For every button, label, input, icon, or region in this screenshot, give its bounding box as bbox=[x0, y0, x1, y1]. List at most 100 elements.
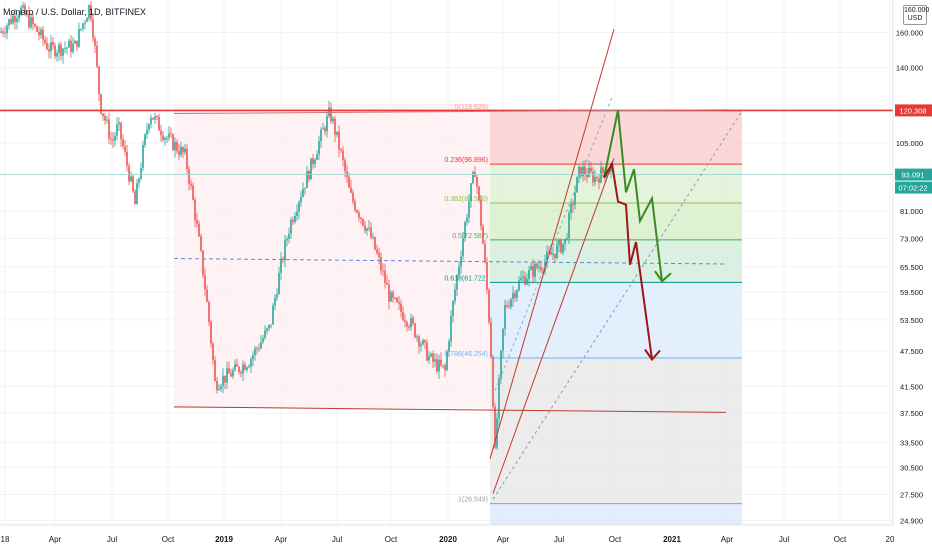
price-tick-2: 105.000 bbox=[896, 139, 923, 148]
candle-body bbox=[478, 186, 480, 200]
price-tick-0: 160.000 bbox=[896, 29, 923, 38]
candle-body bbox=[600, 167, 602, 183]
candle-body bbox=[198, 223, 200, 237]
price-tick-11: 33.500 bbox=[900, 439, 923, 448]
candle-body bbox=[130, 176, 132, 182]
price-tick-12: 30.500 bbox=[900, 463, 923, 472]
candle-body bbox=[316, 154, 318, 160]
candle-body bbox=[388, 284, 390, 302]
candle-body bbox=[330, 107, 332, 122]
candle-body bbox=[44, 39, 46, 44]
candle-body bbox=[172, 134, 174, 151]
candle-body bbox=[60, 44, 62, 56]
projection-arrows bbox=[603, 109, 672, 362]
candle-body bbox=[476, 177, 478, 187]
candle-body bbox=[464, 222, 466, 239]
time-tick-15: Oct bbox=[834, 535, 847, 544]
time-tick-11: Oct bbox=[609, 535, 622, 544]
candle-body bbox=[312, 158, 314, 165]
candle-body bbox=[434, 359, 436, 362]
candle-body bbox=[596, 176, 598, 179]
time-tick-12: 2021 bbox=[663, 535, 681, 544]
candle-body bbox=[586, 174, 588, 177]
candle-body bbox=[94, 38, 96, 46]
candle-body bbox=[350, 187, 352, 193]
candle-body bbox=[504, 305, 506, 329]
candle-body bbox=[232, 370, 234, 377]
candle-body bbox=[370, 227, 372, 238]
candle-body bbox=[554, 253, 556, 259]
price-label-0: 120.308 bbox=[899, 106, 926, 115]
candle-body bbox=[530, 266, 532, 270]
candle-body bbox=[244, 364, 246, 370]
bullish-projection-path bbox=[603, 109, 663, 282]
candle-body bbox=[96, 45, 98, 67]
candle-body bbox=[538, 266, 540, 268]
time-axis-bg bbox=[0, 525, 932, 550]
candle-body bbox=[4, 32, 6, 34]
candle-body bbox=[222, 375, 224, 387]
candle-body bbox=[46, 43, 48, 50]
time-tick-5: Apr bbox=[275, 535, 288, 544]
range-zone bbox=[174, 104, 490, 408]
candle-body bbox=[214, 359, 216, 381]
candle-body bbox=[542, 269, 544, 271]
candle-body bbox=[494, 406, 496, 448]
candle-body bbox=[326, 116, 328, 132]
candle-body bbox=[254, 348, 256, 356]
candle-body bbox=[288, 233, 290, 239]
price-axis-bg bbox=[893, 0, 932, 525]
candle-body bbox=[340, 149, 342, 151]
currency-badge[interactable]: 160.000 USD bbox=[903, 5, 929, 25]
trend-lines bbox=[0, 29, 893, 500]
candle-body bbox=[416, 336, 418, 338]
candle-body bbox=[240, 372, 242, 374]
candle-body bbox=[320, 129, 322, 142]
candle-body bbox=[302, 188, 304, 197]
candle-body bbox=[66, 47, 68, 49]
candle-body bbox=[210, 321, 212, 344]
time-axis[interactable]: 18 Apr Jul Oct 2019 Apr Jul Oct 2020 Apr Jul Oct 202… bbox=[0, 524, 932, 550]
candle-body bbox=[164, 138, 166, 140]
candle-body bbox=[344, 160, 346, 172]
candle-body bbox=[524, 276, 526, 285]
symbol-title[interactable]: Monero / U.S. Dollar, 1D, BITFINEX bbox=[3, 7, 147, 17]
candle-body bbox=[150, 117, 152, 125]
candle-body bbox=[276, 294, 278, 298]
price-tick-14: 24.900 bbox=[900, 517, 923, 526]
time-tick-16: 20 bbox=[886, 535, 895, 544]
candle-body bbox=[52, 42, 54, 46]
candle-body bbox=[6, 25, 8, 34]
candle-body bbox=[188, 169, 190, 184]
candle-body bbox=[592, 171, 594, 183]
candle-body bbox=[278, 272, 280, 295]
fib-zone-5 bbox=[490, 358, 742, 504]
price-label-bg-2 bbox=[895, 181, 932, 194]
candle-body bbox=[296, 211, 298, 216]
range-bottom-line bbox=[173, 406, 727, 413]
time-tick-9: Apr bbox=[497, 535, 510, 544]
price-axis[interactable]: 160.000 140.000 105.000 81.000 73.000 65.500 5… bbox=[892, 0, 932, 526]
candle-body bbox=[98, 66, 100, 95]
candle-body bbox=[300, 196, 302, 203]
candle-body bbox=[212, 343, 214, 360]
candle-body bbox=[0, 31, 2, 33]
price-label-2: 07:02:22 bbox=[898, 184, 927, 193]
candle-body bbox=[32, 17, 34, 25]
candle-body bbox=[270, 324, 272, 326]
candle-body bbox=[386, 282, 388, 285]
candle-body bbox=[118, 122, 120, 125]
candle-body bbox=[536, 263, 538, 268]
candle-body bbox=[518, 280, 520, 291]
candle-body bbox=[602, 167, 604, 173]
candle-body bbox=[584, 166, 586, 175]
candle-body bbox=[324, 128, 326, 132]
candle-body bbox=[238, 366, 240, 373]
candle-body bbox=[488, 289, 490, 322]
candle-body bbox=[146, 129, 148, 135]
candle-body bbox=[292, 219, 294, 222]
candle-body bbox=[234, 364, 236, 371]
time-tick-0: 18 bbox=[1, 535, 10, 544]
candle-body bbox=[144, 134, 146, 146]
